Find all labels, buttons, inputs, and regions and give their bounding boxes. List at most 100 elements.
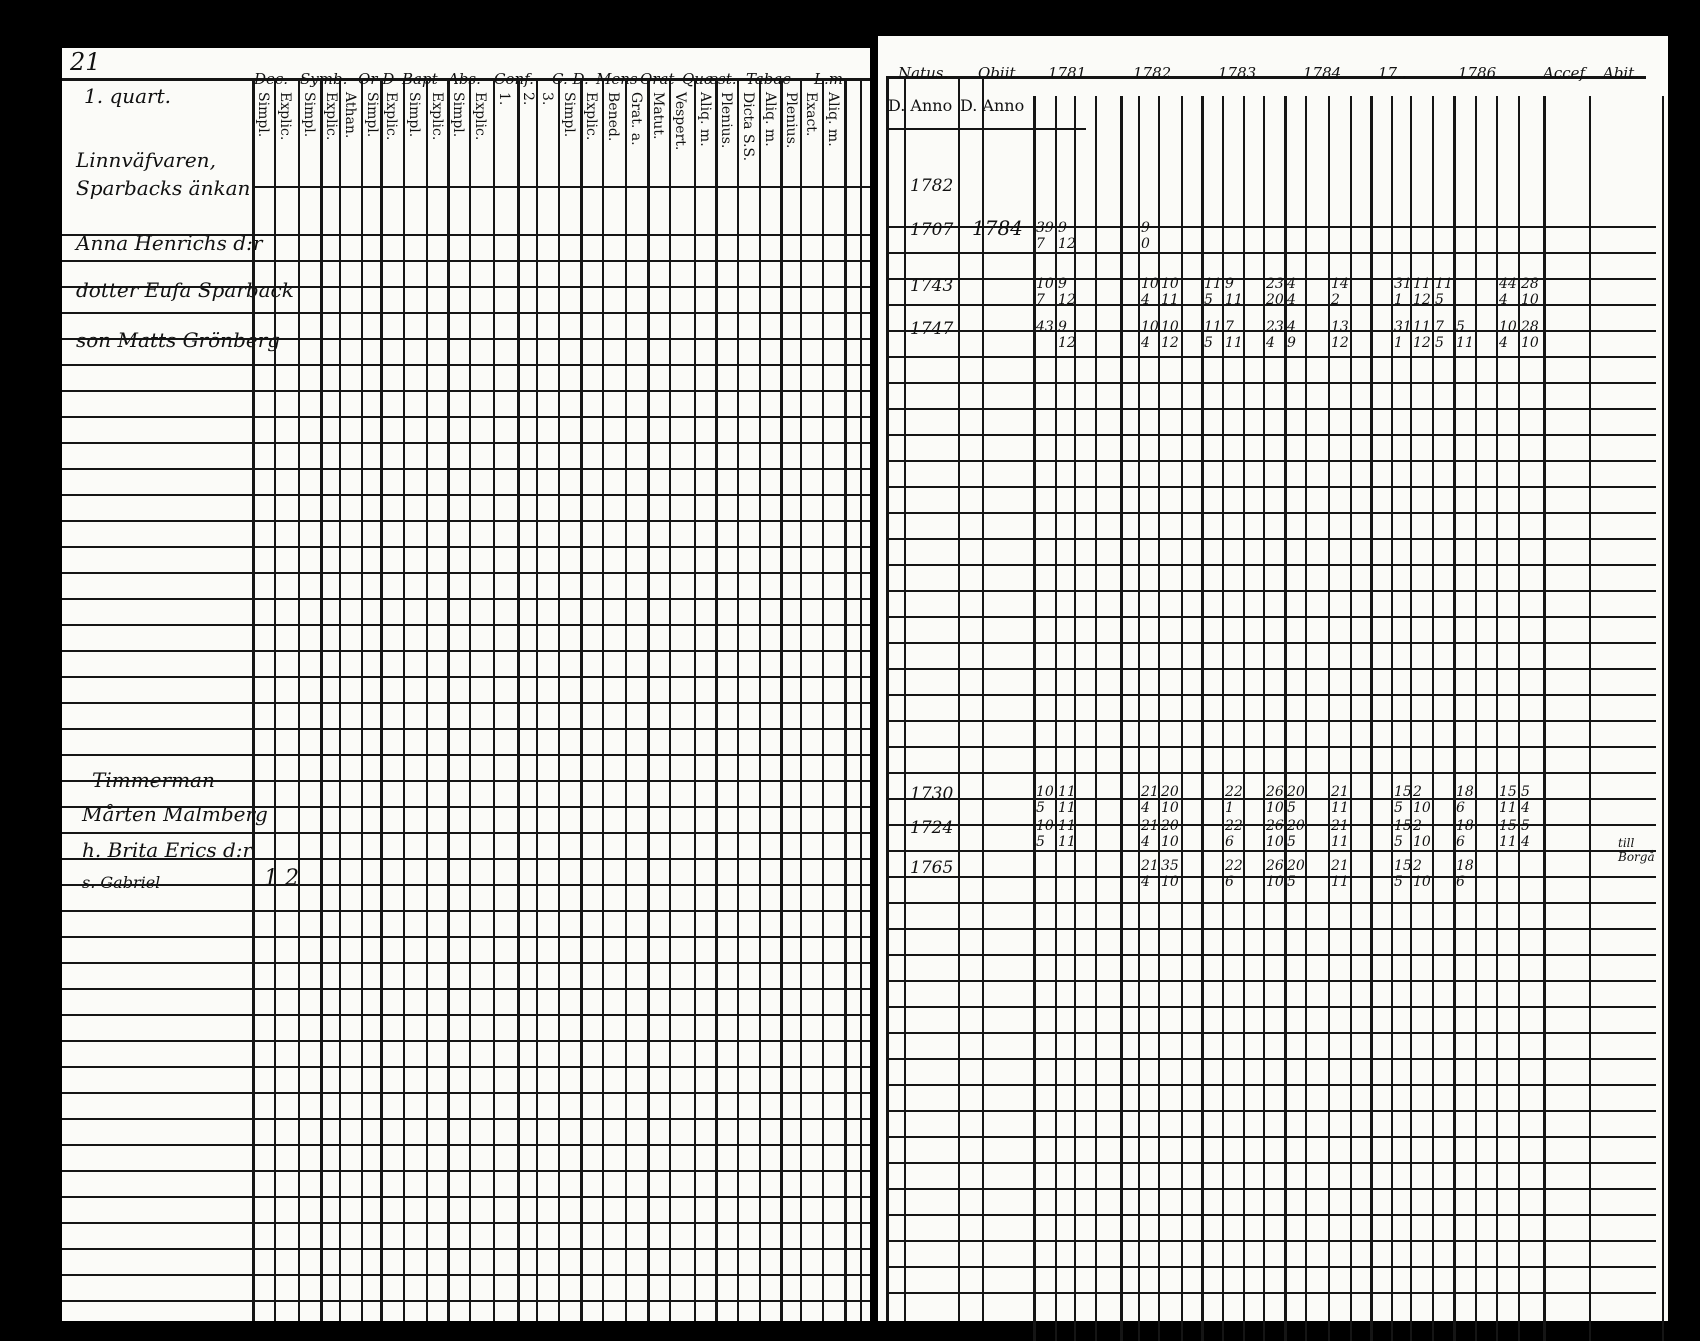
cell-value: 5: [1287, 834, 1296, 850]
cell-value: 4: [1499, 292, 1508, 308]
column-subheader: Simpl.: [450, 92, 466, 138]
cell-value: 4: [1141, 874, 1150, 890]
rule-line: [886, 76, 889, 1321]
column-header: 1782: [1133, 64, 1172, 82]
rule-line: [62, 676, 870, 678]
cell-value: 5: [1287, 800, 1296, 816]
birth-year: 1707: [910, 220, 954, 240]
rule-line: [886, 1214, 1656, 1216]
cell-value: 5: [1036, 834, 1045, 850]
cell-value: 21: [1331, 858, 1349, 874]
rule-line: [886, 76, 1646, 79]
column-subheader: Plenius.: [783, 92, 799, 149]
right-page: till Borgå Natus. Obiit. 1781 1782 1783 1784 1…: [878, 36, 1668, 1341]
cell-value: 21: [1141, 818, 1159, 834]
rule-line: [886, 304, 1656, 306]
rule-line: [1120, 96, 1123, 1341]
cell-value: 2: [1413, 784, 1422, 800]
cell-value: 18: [1456, 818, 1474, 834]
cell-value: 28: [1521, 319, 1539, 335]
rule-line: [1543, 96, 1546, 1341]
rule-line: [517, 78, 520, 1321]
rule-line: [1350, 96, 1352, 1341]
cell-value: 11: [1499, 800, 1517, 816]
cell-value: 18: [1456, 858, 1474, 874]
cell-value: 44: [1499, 276, 1517, 292]
cell-value: 10: [1161, 319, 1179, 335]
cell-value: 5: [1204, 292, 1213, 308]
cell-value: 5: [1204, 335, 1213, 351]
rule-line: [1432, 96, 1434, 1341]
column-group-header: Conf.: [494, 70, 534, 88]
cell-value: 15: [1394, 818, 1412, 834]
rule-line: [886, 746, 1656, 748]
cell-value: 10: [1499, 319, 1517, 335]
rule-line: [62, 1144, 870, 1146]
handwritten-mark: 1 2: [264, 866, 299, 891]
column-group-header: Quæst.: [682, 70, 737, 88]
cell-value: 6: [1225, 874, 1234, 890]
rule-line: [886, 1162, 1656, 1164]
rule-line: [558, 78, 560, 1321]
rule-line: [860, 78, 862, 1321]
column-subheader: Dicta S.S.: [740, 92, 756, 162]
rule-line: [602, 78, 604, 1321]
death-year: 1784: [972, 216, 1023, 240]
cell-value: 12: [1161, 335, 1179, 351]
column-subheader: Matut.: [650, 92, 666, 140]
cell-value: 5: [1287, 874, 1296, 890]
cell-value: 10: [1413, 834, 1431, 850]
rule-line: [62, 546, 870, 548]
rule-line: [1138, 96, 1140, 1341]
cell-value: 15: [1499, 818, 1517, 834]
rule-line: [274, 78, 276, 1321]
rule-line: [1263, 96, 1265, 1341]
cell-value: 4: [1141, 800, 1150, 816]
rule-line: [886, 772, 1656, 774]
cell-value: 1: [1394, 335, 1403, 351]
rule-line: [380, 78, 383, 1321]
rule-line: [886, 876, 1656, 878]
rule-line: [886, 590, 1656, 592]
column-subheader: Plenius.: [718, 92, 734, 149]
rule-line: [886, 616, 1656, 618]
rule-line: [62, 416, 870, 418]
rule-line: [62, 1118, 870, 1120]
rule-line: [886, 928, 1656, 930]
cell-value: 11: [1225, 292, 1243, 308]
rule-line: [1284, 96, 1287, 1341]
cell-value: 4: [1521, 834, 1530, 850]
cell-value: 18: [1456, 784, 1474, 800]
cell-value: 10: [1141, 276, 1159, 292]
rule-line: [1243, 96, 1245, 1341]
rule-line: [1453, 96, 1456, 1341]
rule-line: [62, 1014, 870, 1016]
cell-value: 10: [1161, 276, 1179, 292]
rule-line: [493, 78, 495, 1321]
column-group-header: Symb.: [300, 70, 348, 88]
cell-value: 9: [1058, 319, 1067, 335]
rule-line: [886, 330, 1656, 332]
cell-value: 2: [1413, 858, 1422, 874]
cell-value: 4: [1266, 335, 1275, 351]
cell-value: 2: [1331, 292, 1340, 308]
cell-value: 23: [1266, 276, 1284, 292]
rule-line: [886, 1188, 1656, 1190]
rule-line: [62, 442, 870, 444]
rule-line: [694, 78, 696, 1321]
cell-value: 11: [1413, 319, 1431, 335]
household-title: Linnväfvaren,: [76, 148, 216, 172]
rule-line: [886, 1084, 1656, 1086]
column-subheader: D. Anno: [960, 96, 1025, 115]
cell-value: 11: [1204, 276, 1222, 292]
rule-line: [1391, 96, 1393, 1341]
rule-line: [252, 186, 870, 188]
rule-line: [1222, 96, 1224, 1341]
cell-value: 10: [1036, 784, 1054, 800]
rule-line: [62, 728, 870, 730]
left-page: 21 1. quart. Linnväfvaren, Sparbacks änk…: [62, 48, 870, 1321]
cell-value: 21: [1141, 784, 1159, 800]
rule-line: [715, 78, 718, 1321]
rule-line: [62, 1248, 870, 1250]
cell-value: 20: [1287, 858, 1305, 874]
